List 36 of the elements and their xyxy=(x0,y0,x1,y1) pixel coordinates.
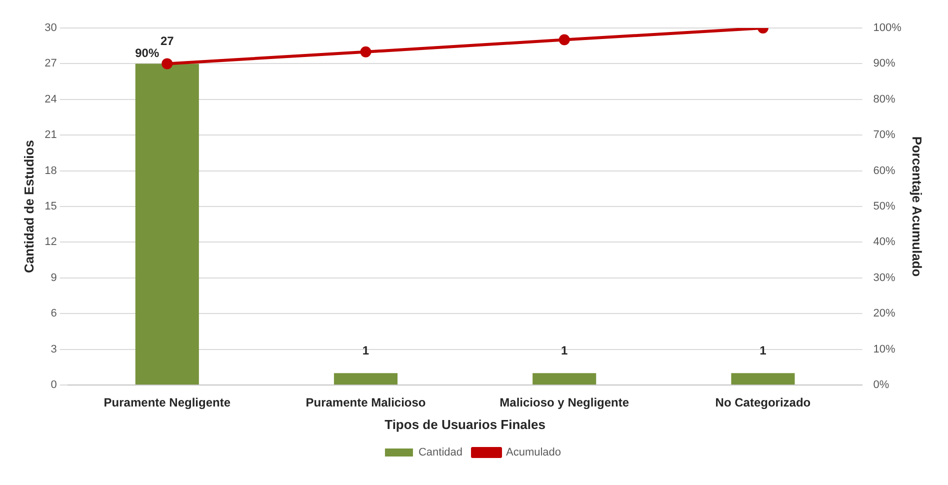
data-label: 1 xyxy=(760,343,767,358)
y2-tick-label: 70% xyxy=(873,129,896,142)
y-tick-label: 12 xyxy=(44,236,57,248)
y-tick-label: 0 xyxy=(50,379,57,392)
y-axis-title: Cantidad de Estudios xyxy=(21,140,36,273)
y-tick-label: 6 xyxy=(50,308,57,320)
x-tick-label: Puramente Malicioso xyxy=(306,396,426,410)
data-label: 1 xyxy=(362,343,370,358)
y-tick-label: 21 xyxy=(44,129,57,142)
y2-tick-label: 100% xyxy=(873,22,902,34)
x-tick-label: No Categorizado xyxy=(715,396,811,410)
y2-tick-label: 40% xyxy=(873,236,896,248)
y2-tick-label: 30% xyxy=(873,272,896,284)
y2-tick-label: 10% xyxy=(873,343,896,356)
y-tick-label: 27 xyxy=(44,58,57,70)
y2-tick-label: 0% xyxy=(873,379,890,392)
y2-tick-label: 80% xyxy=(873,93,896,106)
data-label: 27 xyxy=(160,34,174,48)
y-tick-label: 15 xyxy=(44,200,57,213)
data-label: 1 xyxy=(561,343,568,358)
y2-tick-label: 60% xyxy=(873,164,896,177)
y-tick-label: 3 xyxy=(50,343,57,356)
x-tick-label: Malicioso y Negligente xyxy=(500,396,630,410)
legend-label: Acumulado xyxy=(506,446,562,459)
y2-tick-label: 50% xyxy=(873,200,896,213)
y-tick-label: 18 xyxy=(44,164,57,177)
y2-tick-label: 20% xyxy=(873,308,896,320)
data-label: 90% xyxy=(135,46,160,60)
y-tick-label: 30 xyxy=(44,22,57,34)
y2-tick-label: 90% xyxy=(873,58,896,70)
y2-axis-title: Porcentaje Acumulado xyxy=(910,136,925,277)
x-tick-label: Puramente Negligente xyxy=(104,396,231,410)
legend-label: Cantidad xyxy=(418,446,463,459)
x-axis-title: Tipos de Usuarios Finales xyxy=(384,416,546,432)
y-tick-label: 9 xyxy=(50,272,57,284)
y-tick-label: 24 xyxy=(44,93,57,106)
